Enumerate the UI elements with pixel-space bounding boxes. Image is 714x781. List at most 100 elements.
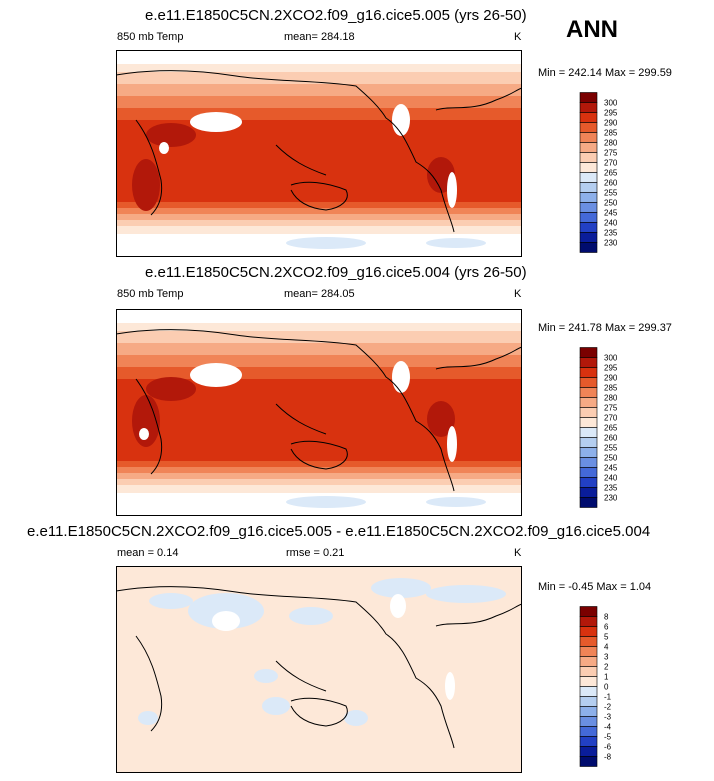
colorbar-box [579,162,598,173]
panel1-minmax-label: Min = 242.14 Max = 299.59 [538,67,672,79]
colorbar-label: 275 [604,404,618,413]
colorbar-box [579,477,598,488]
colorbar-label: 235 [604,229,618,238]
colorbar-label: 290 [604,119,618,128]
colorbar-box [579,746,598,757]
colorbar-label: 260 [604,179,618,188]
colorbar-label: 5 [604,633,609,642]
colorbar-box [579,367,598,378]
panel3-mean-label: mean = 0.14 [117,547,179,559]
colorbar-box [579,427,598,438]
colorbar-box [579,222,598,233]
colorbar-label: 6 [604,623,609,632]
colorbar-label: 235 [604,484,618,493]
colorbar-label: 230 [604,239,618,248]
colorbar-label: 245 [604,464,618,473]
colorbar-label: 290 [604,374,618,383]
colorbar-label: 3 [604,653,609,662]
colorbar-box [579,756,598,767]
panel3-minmax-label: Min = -0.45 Max = 1.04 [538,581,652,593]
colorbar-box [579,437,598,448]
panel1-mean-label: mean= 284.18 [284,31,355,43]
colorbar-label: 255 [604,444,618,453]
colorbar-label: 8 [604,613,609,622]
colorbar-label: 240 [604,219,618,228]
colorbar-box [579,716,598,727]
colorbar-label: 265 [604,169,618,178]
colorbar-label: 0 [604,683,609,692]
panel2-map [116,309,522,516]
colorbar-box [579,457,598,468]
colorbar-label: 270 [604,159,618,168]
colorbar-label: 1 [604,673,609,682]
colorbar-box [579,232,598,243]
panel3-units-label: K [514,547,522,559]
colorbar-label: 285 [604,129,618,138]
colorbar-box [579,616,598,627]
panel1-colorbar: 3002952902852802752702652602552502452402… [579,92,618,253]
colorbar-box [579,706,598,717]
colorbar-label: 285 [604,384,618,393]
colorbar-box [579,132,598,143]
panel3-rmse-label: rmse = 0.21 [286,547,345,559]
colorbar-box [579,122,598,133]
colorbar-box [579,152,598,163]
colorbar-label: 280 [604,139,618,148]
colorbar-box [579,172,598,183]
panel2-title: e.e11.E1850C5CN.2XCO2.f09_g16.cice5.004 … [145,264,527,281]
colorbar-box [579,417,598,428]
colorbar-box [579,656,598,667]
colorbar-label: 265 [604,424,618,433]
colorbar-box [579,182,598,193]
colorbar-box [579,666,598,677]
season-label: ANN [566,16,618,43]
panel1-variable-label: 850 mb Temp [117,31,184,43]
panel1-title: e.e11.E1850C5CN.2XCO2.f09_g16.cice5.005 … [145,7,527,24]
colorbar-box [579,242,598,253]
colorbar-label: 300 [604,99,618,108]
colorbar-label: 240 [604,474,618,483]
colorbar-label: -6 [604,743,612,752]
colorbar-label: 4 [604,643,609,652]
colorbar-box [579,487,598,498]
colorbar-label: 2 [604,663,609,672]
colorbar-label: 245 [604,209,618,218]
colorbar-label: 260 [604,434,618,443]
colorbar-label: 295 [604,364,618,373]
colorbar-box [579,497,598,508]
colorbar-box [579,347,598,358]
panel2-colorbar: 3002952902852802752702652602552502452402… [579,347,618,508]
colorbar-label: 295 [604,109,618,118]
panel3-title: e.e11.E1850C5CN.2XCO2.f09_g16.cice5.005 … [27,523,651,540]
colorbar-box [579,397,598,408]
colorbar-label: 275 [604,149,618,158]
colorbar-label: 280 [604,394,618,403]
colorbar-box [579,686,598,697]
colorbar-label: 250 [604,454,618,463]
colorbar-box [579,377,598,388]
colorbar-box [579,387,598,398]
colorbar-box [579,636,598,647]
colorbar-label: -4 [604,723,612,732]
colorbar-label: -1 [604,693,612,702]
colorbar-box [579,202,598,213]
panel3-map [116,566,522,773]
colorbar-box [579,726,598,737]
panel2-mean-label: mean= 284.05 [284,288,355,300]
colorbar-box [579,696,598,707]
colorbar-label: -5 [604,733,612,742]
panel2-variable-label: 850 mb Temp [117,288,184,300]
colorbar-box [579,447,598,458]
panel1-units-label: K [514,31,522,43]
colorbar-box [579,142,598,153]
colorbar-box [579,646,598,657]
colorbar-box [579,407,598,418]
colorbar-box [579,467,598,478]
panel2-minmax-label: Min = 241.78 Max = 299.37 [538,322,672,334]
colorbar-box [579,112,598,123]
colorbar-label: -8 [604,753,612,762]
colorbar-label: 250 [604,199,618,208]
colorbar-label: 270 [604,414,618,423]
panel1-map [116,50,522,257]
